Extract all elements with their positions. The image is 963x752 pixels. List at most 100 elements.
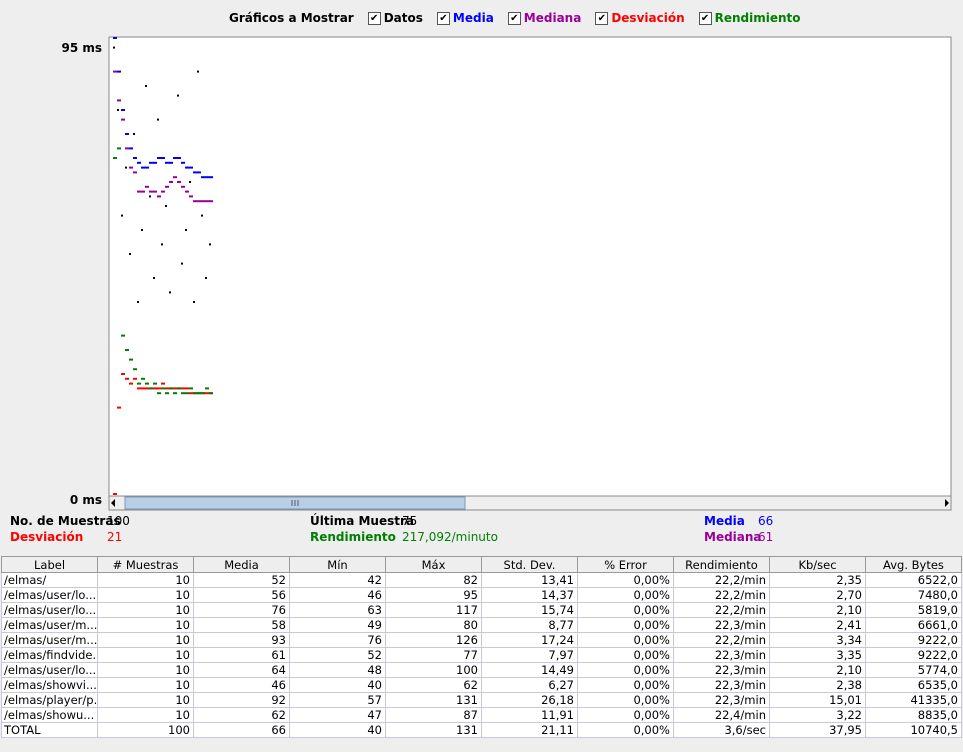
table-row: TOTAL 100 66 40 131 21,11 0,00% 3,6/sec 37,95 107… xyxy=(1,722,962,738)
table-cell: 131 xyxy=(385,722,482,738)
table-cell: 2,70 xyxy=(769,587,866,603)
column-header[interactable]: Label xyxy=(1,556,98,573)
data-point xyxy=(173,176,177,179)
stat-label: Desviación xyxy=(10,530,84,544)
checkbox[interactable]: ✔ xyxy=(595,11,609,25)
data-point xyxy=(165,205,167,207)
data-point xyxy=(161,387,165,390)
table-cell: /elmas/user/lo... xyxy=(1,662,98,678)
data-point xyxy=(165,185,169,188)
legend-label: Rendimiento xyxy=(714,11,801,25)
table-cell: 15,74 xyxy=(481,602,578,618)
data-point xyxy=(117,70,121,73)
column-header[interactable]: # Muestras xyxy=(97,556,194,573)
table-cell: 76 xyxy=(193,602,290,618)
table-cell: 14,49 xyxy=(481,662,578,678)
column-header[interactable]: Avg. Bytes xyxy=(865,556,962,573)
data-point xyxy=(197,70,199,73)
data-point xyxy=(169,291,171,294)
table-cell: 37,95 xyxy=(769,722,866,738)
data-point xyxy=(185,387,189,390)
column-header[interactable]: % Error xyxy=(577,556,674,573)
data-point xyxy=(185,229,187,231)
data-point xyxy=(121,214,123,217)
table-cell: 22,2/min xyxy=(673,602,770,618)
table-cell: /elmas/user/lo... xyxy=(1,602,98,618)
data-point xyxy=(133,368,137,371)
data-point xyxy=(177,387,181,390)
table-cell: 2,10 xyxy=(769,662,866,678)
legend-label: Media xyxy=(452,11,494,25)
data-point xyxy=(153,382,157,385)
stat-value: 217,092/minuto xyxy=(402,530,498,544)
table-cell: 10 xyxy=(97,632,194,648)
data-point xyxy=(201,214,203,217)
series-checkbox[interactable]: ✔ Desviación xyxy=(595,11,685,25)
column-header[interactable]: Std. Dev. xyxy=(481,556,578,573)
table-cell: 52 xyxy=(193,572,290,588)
table-cell: 22,2/min xyxy=(673,572,770,588)
table-cell: 61 xyxy=(193,647,290,663)
table-cell: 3,35 xyxy=(769,647,866,663)
table-cell: 10 xyxy=(97,587,194,603)
data-point xyxy=(149,190,153,193)
table-row: /elmas/player/p... 10 92 57 131 26,18 0,00% 22,… xyxy=(1,692,962,708)
data-point xyxy=(137,301,139,303)
data-point xyxy=(189,166,193,169)
column-header[interactable]: Máx xyxy=(385,556,482,573)
column-header[interactable]: Mín xyxy=(289,556,386,573)
data-point xyxy=(157,157,161,159)
data-point xyxy=(157,392,161,395)
data-point xyxy=(169,181,173,183)
series-checkbox[interactable]: ✔ Mediana xyxy=(507,11,581,25)
column-header[interactable]: Rendimiento xyxy=(673,556,770,573)
data-point xyxy=(157,195,161,198)
series-checkbox[interactable]: ✔ Datos xyxy=(367,11,423,25)
data-point xyxy=(121,118,125,121)
table-cell: 11,91 xyxy=(481,707,578,723)
table-cell: 7480,0 xyxy=(865,587,962,603)
data-point xyxy=(161,243,163,246)
data-point xyxy=(145,85,147,87)
table-cell: 40 xyxy=(289,722,386,738)
data-point xyxy=(145,387,149,390)
data-point xyxy=(201,176,205,179)
table-cell: 87 xyxy=(385,707,482,723)
table-row: /elmas/user/m... 10 58 49 80 8,77 0,00% 22,3/mi… xyxy=(1,617,962,633)
checkbox[interactable]: ✔ xyxy=(367,11,381,25)
scrollbar[interactable] xyxy=(108,495,952,511)
checkbox[interactable]: ✔ xyxy=(436,11,450,25)
data-point xyxy=(133,171,137,174)
data-point xyxy=(189,195,193,198)
table-cell: 10 xyxy=(97,647,194,663)
checkbox[interactable]: ✔ xyxy=(507,11,521,25)
data-point xyxy=(153,387,157,390)
table-cell: 22,3/min xyxy=(673,662,770,678)
data-point xyxy=(193,171,197,174)
table-cell: 6661,0 xyxy=(865,617,962,633)
table-row: /elmas/findvide... 10 61 52 77 7,97 0,00% 22,3/… xyxy=(1,647,962,663)
table-row: /elmas/showvi... 10 46 40 62 6,27 0,00% 22,3/mi… xyxy=(1,677,962,693)
table-cell: 3,6/sec xyxy=(673,722,770,738)
data-point xyxy=(201,200,205,203)
table-cell: 22,3/min xyxy=(673,617,770,633)
checkbox[interactable]: ✔ xyxy=(698,11,712,25)
data-point xyxy=(141,377,145,380)
table-cell: 56 xyxy=(193,587,290,603)
data-point xyxy=(193,392,197,395)
table-cell: 0,00% xyxy=(577,677,674,693)
series-checkbox[interactable]: ✔ Media xyxy=(436,11,494,25)
stat-label: Última Muestra xyxy=(310,514,415,528)
column-header[interactable]: Kb/sec xyxy=(769,556,866,573)
data-point xyxy=(165,387,169,390)
table-cell: 42 xyxy=(289,572,386,588)
table-cell: 77 xyxy=(385,647,482,663)
series-checkbox[interactable]: ✔ Rendimiento xyxy=(698,11,801,25)
table-cell: /elmas/user/lo... xyxy=(1,587,98,603)
data-point xyxy=(177,94,179,97)
data-point xyxy=(113,157,117,159)
data-point xyxy=(129,382,133,385)
data-point xyxy=(133,157,137,159)
column-header[interactable]: Media xyxy=(193,556,290,573)
